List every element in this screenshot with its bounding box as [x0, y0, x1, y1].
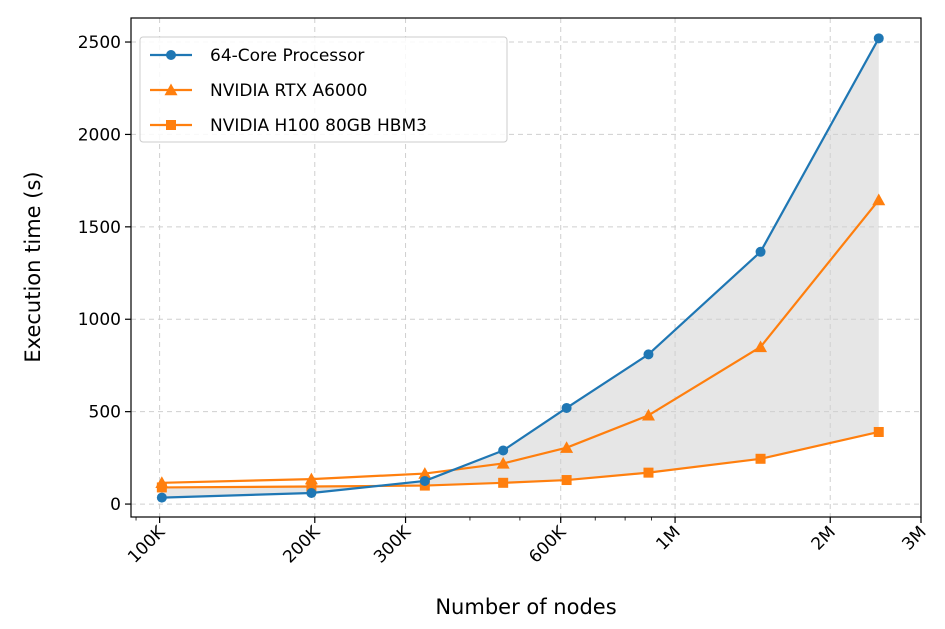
data-point [155, 476, 169, 489]
series-lines [155, 33, 886, 503]
y-tick-label: 500 [89, 403, 121, 423]
data-point [419, 475, 430, 486]
x-tick-label: 600K [525, 522, 571, 568]
legend-label: NVIDIA RTX A6000 [210, 81, 367, 101]
fill-between-polygon [161, 38, 879, 498]
legend-marker [166, 50, 176, 60]
series-line [161, 37, 880, 499]
data-point [498, 445, 509, 456]
data-point [643, 467, 654, 478]
x-tick-label: 2M [808, 522, 840, 554]
series-line [161, 199, 880, 484]
y-tick-label: 2500 [78, 33, 121, 53]
y-tick-label: 2000 [78, 125, 121, 145]
legend-marker [166, 120, 176, 130]
data-point [641, 408, 655, 421]
x-tick-label: 1M [652, 522, 684, 554]
y-tick-label: 0 [110, 495, 121, 515]
data-point [561, 402, 572, 413]
y-tick-label: 1500 [78, 218, 121, 238]
legend-label: NVIDIA H100 80GB HBM3 [210, 116, 427, 136]
data-point [306, 487, 317, 498]
legend-entry: NVIDIA RTX A6000 [150, 81, 367, 101]
x-tick-label: 3M [898, 522, 930, 554]
x-tick-label: 200K [279, 522, 325, 568]
x-tick-label: 100K [124, 522, 170, 568]
data-point [418, 467, 432, 479]
series-circle [156, 33, 884, 503]
data-point [755, 453, 766, 464]
data-point [498, 477, 509, 488]
data-point [304, 472, 318, 485]
data-point [560, 441, 574, 453]
series-line [161, 430, 879, 489]
legend-box [139, 36, 508, 143]
data-point [754, 340, 768, 353]
data-point [156, 492, 167, 503]
series-triangle [155, 193, 886, 489]
fill-between-area [161, 38, 879, 498]
data-point [873, 33, 884, 44]
x-axis-title: Number of nodes [435, 595, 616, 619]
y-tick-label: 1000 [78, 310, 121, 330]
data-point [872, 193, 886, 206]
y-axis-title: Execution time (s) [21, 171, 45, 362]
x-tick-label: 300K [370, 522, 416, 568]
series-square [156, 426, 884, 493]
legend-entry: NVIDIA H100 80GB HBM3 [150, 116, 427, 136]
legend-entry: 64-Core Processor [150, 46, 364, 66]
plot-frame [130, 17, 922, 518]
data-point [306, 481, 317, 492]
legend-label: 64-Core Processor [210, 46, 364, 66]
legend: 64-Core Processor NVIDIA RTX A6000 NVIDIA … [139, 36, 508, 143]
data-point [643, 349, 654, 360]
data-point [496, 456, 510, 469]
data-point [561, 475, 572, 486]
legend-marker [164, 83, 178, 96]
data-point [755, 246, 766, 257]
data-point [873, 426, 884, 437]
